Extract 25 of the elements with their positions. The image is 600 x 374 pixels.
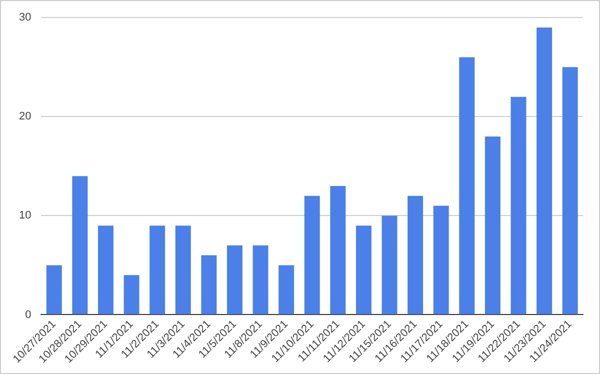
bar: [46, 265, 62, 314]
bar: [201, 255, 217, 314]
bar: [124, 275, 140, 314]
bar: [536, 28, 552, 314]
bar: [408, 196, 424, 314]
y-tick-label: 30: [18, 12, 32, 24]
y-tick-label: 10: [18, 210, 32, 222]
bar: [226, 245, 242, 314]
bar: [433, 206, 449, 314]
bar: [330, 186, 346, 314]
bar: [72, 176, 88, 314]
bar: [356, 226, 372, 314]
bar: [252, 245, 268, 314]
y-tick-label: 0: [25, 308, 32, 321]
bar: [562, 67, 578, 314]
bar: [382, 216, 398, 314]
bar: [459, 57, 475, 314]
bar: [484, 136, 500, 314]
bar: [278, 265, 294, 314]
bar: [98, 226, 114, 314]
bar: [510, 96, 526, 314]
bar: [175, 226, 191, 314]
bar: [304, 196, 320, 314]
bar: [150, 226, 166, 314]
y-tick-label: 20: [18, 110, 32, 123]
